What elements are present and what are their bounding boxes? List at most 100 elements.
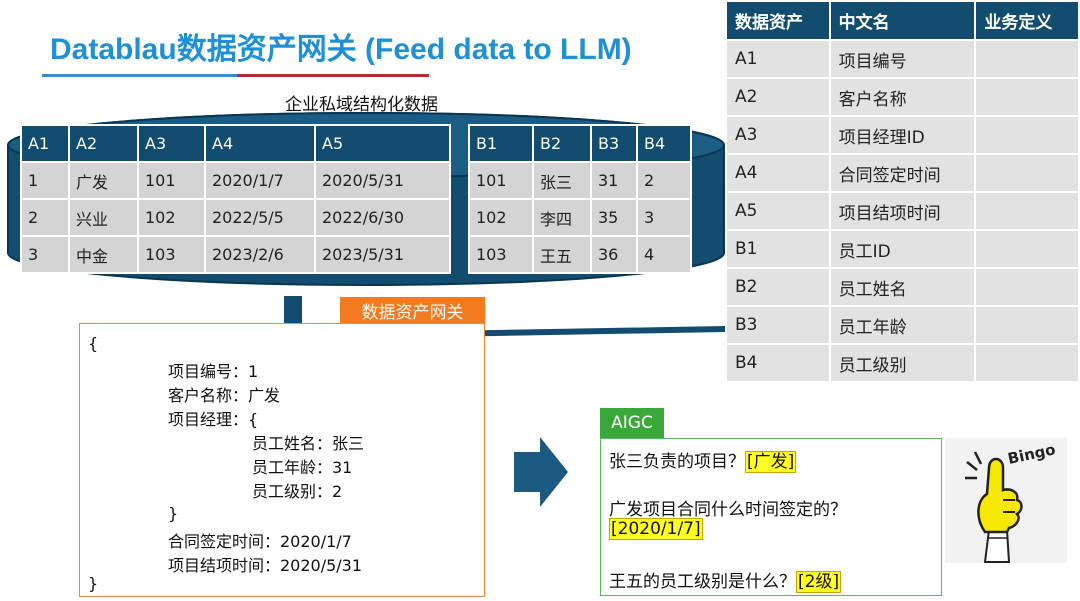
json-line: 合同签定时间：2020/1/7 <box>168 532 352 551</box>
table-cell: 103 <box>139 237 204 272</box>
table-cell: 35 <box>592 200 636 235</box>
aigc-qa-box: 张三负责的项目？ [广发] 广发项目合同什么时间签定的？ [2020/1/7] 王… <box>600 438 942 596</box>
qa-line-1: 张三负责的项目？ [广发] <box>609 447 797 473</box>
table-cell: B4 <box>725 343 831 383</box>
question-3: 王五的员工级别是什么？ <box>609 572 796 592</box>
table-cell: A1 <box>725 39 831 79</box>
table-cell: 2020/1/7 <box>206 163 314 198</box>
table-row: B1 员工ID <box>725 229 1080 269</box>
qa-line-2-answer: [2020/1/7] <box>609 518 703 540</box>
table-cell: 项目结项时间 <box>828 191 977 231</box>
table-row: 2 兴业 102 2022/5/5 2022/6/30 <box>22 200 449 235</box>
table-cell <box>974 77 1080 117</box>
question-1: 张三负责的项目？ <box>609 452 745 472</box>
question-2: 广发项目合同什么时间签定的？ <box>609 500 847 520</box>
table-cell: 员工姓名 <box>828 267 977 307</box>
json-line: 员工年龄：31 <box>252 458 353 477</box>
table-cell: A3 <box>725 115 831 155</box>
title-underline-red <box>237 74 429 77</box>
table-cell: 李四 <box>534 200 590 235</box>
bingo-thumbs-up-icon: Bingo <box>945 438 1067 563</box>
json-line: } <box>88 574 99 593</box>
json-line: 客户名称：广发 <box>168 386 281 405</box>
table-cell: 项目经理ID <box>828 115 977 155</box>
table-cell: 员工ID <box>828 229 977 269</box>
table-cell <box>974 305 1080 345</box>
table-cell: 2 <box>638 163 690 198</box>
table-row: B2 员工姓名 <box>725 267 1080 307</box>
table-cell: 2022/6/30 <box>316 200 449 235</box>
title-underline-blue <box>42 74 237 77</box>
json-line: } <box>168 504 179 523</box>
dict-header-definition: 业务定义 <box>974 0 1080 41</box>
json-line: 员工级别：2 <box>252 482 343 501</box>
json-line: 项目编号：1 <box>168 362 259 381</box>
table-cell: A2 <box>725 77 831 117</box>
table-cell: 员工年龄 <box>828 305 977 345</box>
answer-3: [2级] <box>796 571 842 593</box>
table-cell: A4 <box>725 153 831 193</box>
table-cell: 王五 <box>534 237 590 272</box>
table-cell: 102 <box>470 200 532 235</box>
table-a-header-a1: A1 <box>22 126 68 161</box>
table-cell: 兴业 <box>70 200 137 235</box>
aigc-label: AIGC <box>600 408 664 438</box>
json-line: 员工姓名：张三 <box>252 434 365 453</box>
table-row: B4 员工级别 <box>725 343 1080 383</box>
table-cell: B1 <box>725 229 831 269</box>
table-row: A3 项目经理ID <box>725 115 1080 155</box>
table-cell: 2023/2/6 <box>206 237 314 272</box>
table-cell <box>974 267 1080 307</box>
json-line: 项目经理：{ <box>168 410 259 429</box>
table-cell <box>974 153 1080 193</box>
table-cell: 2022/5/5 <box>206 200 314 235</box>
qa-line-3: 王五的员工级别是什么？ [2级] <box>609 567 842 593</box>
table-row: 3 中金 103 2023/2/6 2023/5/31 <box>22 237 449 272</box>
table-row: A5 项目结项时间 <box>725 191 1080 231</box>
answer-2: [2020/1/7] <box>609 518 703 540</box>
table-cell: 2020/5/31 <box>316 163 449 198</box>
dict-header-asset: 数据资产 <box>725 0 831 41</box>
source-table-b: B1 B2 B3 B4 101 张三 31 2 102 李四 35 3 103 … <box>468 124 692 274</box>
dict-header-chinese: 中文名 <box>828 0 977 41</box>
table-cell: 中金 <box>70 237 137 272</box>
table-row: A2 客户名称 <box>725 77 1080 117</box>
table-cell: 2023/5/31 <box>316 237 449 272</box>
table-row: 101 张三 31 2 <box>470 163 690 198</box>
json-line: { <box>88 334 99 353</box>
table-row: A1 项目编号 <box>725 39 1080 79</box>
table-cell <box>974 191 1080 231</box>
table-b-header-b2: B2 <box>534 126 590 161</box>
json-line: 项目结项时间：2020/5/31 <box>168 556 363 575</box>
table-row: 103 王五 36 4 <box>470 237 690 272</box>
table-cell: B2 <box>725 267 831 307</box>
table-a-header-a5: A5 <box>316 126 449 161</box>
table-a-header-a3: A3 <box>139 126 204 161</box>
table-b-header-b3: B3 <box>592 126 636 161</box>
table-row: 1 广发 101 2020/1/7 2020/5/31 <box>22 163 449 198</box>
table-row: B3 员工年龄 <box>725 305 1080 345</box>
table-cell: 广发 <box>70 163 137 198</box>
table-cell: 项目编号 <box>828 39 977 79</box>
table-cell: 4 <box>638 237 690 272</box>
table-cell: 101 <box>139 163 204 198</box>
table-a-header-a2: A2 <box>70 126 137 161</box>
table-cell: 1 <box>22 163 68 198</box>
table-cell: 客户名称 <box>828 77 977 117</box>
source-table-a: A1 A2 A3 A4 A5 1 广发 101 2020/1/7 2020/5/… <box>20 124 451 274</box>
json-output-box: { 项目编号：1 客户名称：广发 项目经理：{ 员工姓名：张三 员工年龄：31 … <box>79 323 485 597</box>
table-cell: 张三 <box>534 163 590 198</box>
table-row: A4 合同签定时间 <box>725 153 1080 193</box>
data-asset-dictionary: 数据资产 中文名 业务定义 A1 项目编号 A2 客户名称 A3 项目经理ID A4 合… <box>725 0 1080 383</box>
table-cell <box>974 115 1080 155</box>
right-arrow-icon <box>514 437 568 507</box>
table-b-header-b1: B1 <box>470 126 532 161</box>
table-cell: 101 <box>470 163 532 198</box>
table-cell: 31 <box>592 163 636 198</box>
table-cell: A5 <box>725 191 831 231</box>
table-cell: 3 <box>22 237 68 272</box>
table-cell <box>974 39 1080 79</box>
table-cell: 36 <box>592 237 636 272</box>
table-cell: 3 <box>638 200 690 235</box>
table-cell: B3 <box>725 305 831 345</box>
